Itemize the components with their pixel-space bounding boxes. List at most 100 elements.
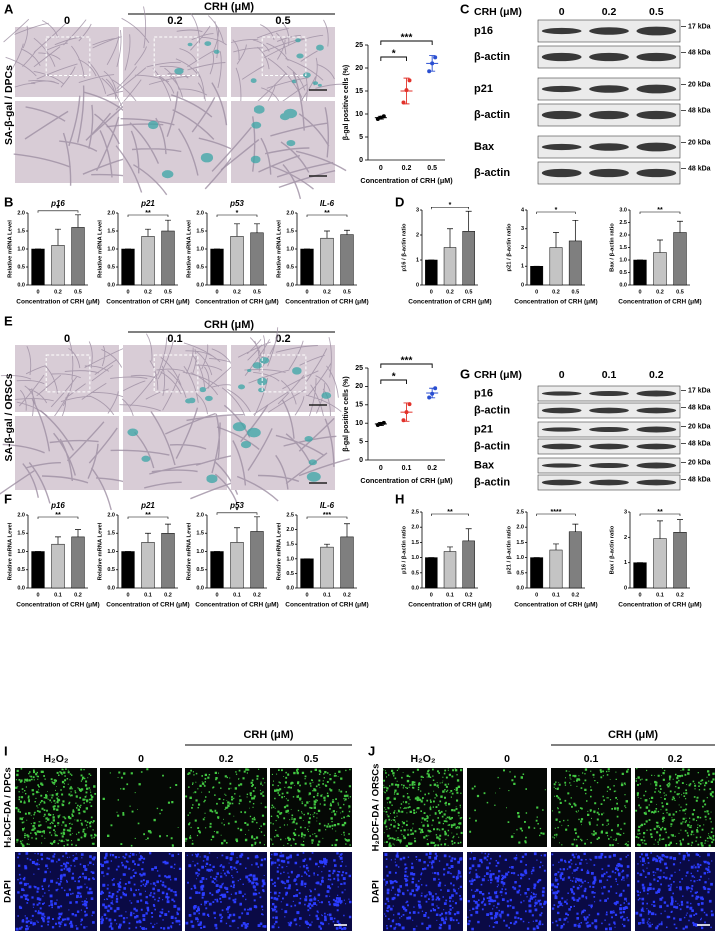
significance-label: *** <box>323 512 331 519</box>
y-tick-label: 0 <box>521 282 524 288</box>
bar <box>425 557 438 589</box>
significance-label: * <box>236 210 239 217</box>
y-tick-label: 10 <box>355 111 363 118</box>
stain-label: DAPI <box>371 880 382 903</box>
bar <box>230 236 244 286</box>
x-tick-label: 0.2 <box>144 289 152 295</box>
treatment-header: CRH (μM) <box>204 1 254 13</box>
significance-bracket <box>216 512 258 515</box>
significance-label: ** <box>447 509 453 516</box>
error-bar <box>403 402 410 422</box>
y-tick-label: 0.5 <box>286 571 294 577</box>
stain-label: DAPI <box>3 880 14 903</box>
green-signal <box>270 768 351 847</box>
error-bar <box>429 55 436 72</box>
significance-label: * <box>236 508 239 515</box>
y-tick-label: 0 <box>359 157 363 164</box>
x-tick-label: 0.2 <box>164 592 172 598</box>
y-tick-label: 1.5 <box>196 228 204 234</box>
x-tick-label: 0.2 <box>323 289 331 295</box>
x-tick-label: 0 <box>305 592 308 598</box>
significance-bracket <box>380 40 433 45</box>
dose-label: 0.5 <box>649 6 664 18</box>
dose-label: 0.2 <box>649 369 664 381</box>
bar <box>51 245 65 286</box>
marker-label: 48 kDa <box>688 49 711 56</box>
blot-bands <box>541 110 677 120</box>
y-tick-label: 0.0 <box>619 282 627 288</box>
y-tick-label: 0.5 <box>107 567 115 573</box>
y-tick-label: 0.0 <box>107 282 115 288</box>
y-tick-label: 1.0 <box>196 246 204 252</box>
blot-bands <box>541 168 677 178</box>
x-tick-label: 0 <box>215 592 218 598</box>
dose-label: 0 <box>64 15 70 27</box>
chart-title: p21 <box>140 501 155 510</box>
x-tick-label: 0.2 <box>402 165 412 172</box>
y-tick-label: 2.0 <box>196 210 204 216</box>
blot-row-label: p21 <box>474 423 493 435</box>
x-tick-label: 0.5 <box>343 289 351 295</box>
y-tick-label: 1.5 <box>516 540 524 546</box>
y-tick-label: 0.5 <box>516 570 524 576</box>
cell-outlines <box>221 327 342 423</box>
x-axis-label: Concentration of CRH (μM) <box>285 299 368 306</box>
marker-label: 48 kDa <box>688 404 711 411</box>
group-label: 0.2 <box>219 753 234 765</box>
stain-blobs <box>148 120 214 179</box>
y-tick-label: 1.0 <box>286 246 294 252</box>
significance-label: * <box>57 206 60 213</box>
significance-label: * <box>392 372 396 383</box>
bar <box>549 549 563 589</box>
x-tick-label: 0.2 <box>343 592 351 598</box>
y-tick-label: 1 <box>624 560 627 566</box>
y-tick-label: 2 <box>624 535 627 541</box>
x-tick-label: 0 <box>535 289 538 295</box>
micrograph <box>15 345 119 412</box>
x-axis-label: Concentration of CRH (μM) <box>408 299 491 306</box>
cell-outlines <box>111 6 227 111</box>
cell-outlines <box>0 398 138 511</box>
significance-label: ** <box>145 512 151 519</box>
dapi-image <box>100 852 182 931</box>
significance-label: ** <box>55 512 61 519</box>
x-tick-label: 0 <box>535 592 538 598</box>
significance-bracket <box>216 214 258 217</box>
significance-bracket <box>306 214 348 217</box>
bar <box>121 248 135 286</box>
error-bar <box>55 228 61 246</box>
chart-title: p53 <box>229 501 244 510</box>
x-tick-label: 0.1 <box>54 592 62 598</box>
y-tick-label: 1.5 <box>17 228 25 234</box>
y-tick-label: 0.0 <box>411 585 419 591</box>
blot-bands <box>541 142 677 152</box>
cell-outlines <box>211 71 347 200</box>
data-point <box>407 78 412 83</box>
bar <box>673 532 687 589</box>
error-bar <box>447 228 453 248</box>
y-axis-label: p21 / β-actin ratio <box>507 526 513 574</box>
x-tick-label: 0 <box>638 289 641 295</box>
green-signal <box>185 768 267 847</box>
group-label: 0.2 <box>668 753 683 765</box>
cell-outlines <box>0 340 125 425</box>
chart-title: p53 <box>229 199 244 208</box>
error-bar <box>324 230 330 239</box>
x-tick-label: 0 <box>430 289 433 295</box>
cell-outlines <box>13 85 146 186</box>
y-tick-label: 1.0 <box>107 549 115 555</box>
stain-label: H₂DCF-DA / ORSCs <box>371 764 382 852</box>
group-label: 0.1 <box>584 753 599 765</box>
y-tick-label: 1.0 <box>516 555 524 561</box>
micrograph <box>231 27 335 97</box>
x-axis-label: Concentration of CRH (μM) <box>16 602 99 609</box>
bar <box>673 232 687 286</box>
y-tick-label: 1.0 <box>286 556 294 562</box>
treatment-header: CRH (μM) <box>474 6 522 18</box>
y-tick-label: 15 <box>355 402 363 409</box>
significance-bracket <box>380 56 407 61</box>
error-bar <box>572 219 579 241</box>
bar <box>121 551 135 589</box>
bar <box>340 536 354 589</box>
error-bar <box>657 520 663 539</box>
